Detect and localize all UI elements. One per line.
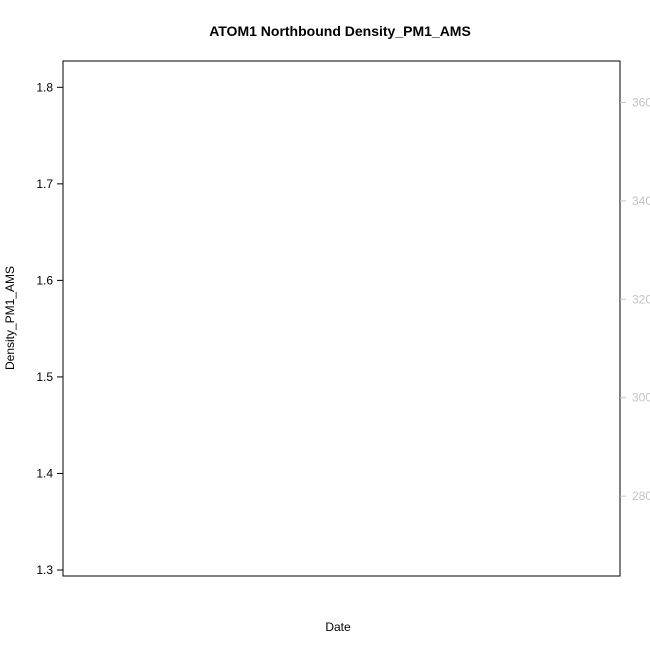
y2-tick-label: 360 <box>632 95 650 109</box>
y-tick-label: 1.4 <box>36 466 53 480</box>
plot-frame <box>62 60 621 577</box>
y2-tick-label: 300 <box>632 391 650 405</box>
y-tick-label: 1.8 <box>36 80 53 94</box>
y2-tick-label: 280 <box>632 489 650 503</box>
y-axis-left: 1.3 1.4 1.5 1.6 1.7 1.8 <box>36 80 63 577</box>
y-axis-label: Density_PM1_AMS <box>3 266 17 370</box>
y-tick-label: 1.5 <box>36 370 53 384</box>
x-axis-label: Date <box>325 620 351 634</box>
chart-title: ATOM1 Northbound Density_PM1_AMS <box>209 23 471 39</box>
y-tick-label: 1.7 <box>36 177 53 191</box>
y2-tick-label: 340 <box>632 194 650 208</box>
y2-tick-label: 320 <box>632 292 650 306</box>
y-tick-label: 1.3 <box>36 563 53 577</box>
y-tick-label: 1.6 <box>36 273 53 287</box>
y-axis-right: 280 300 320 340 360 <box>620 95 650 503</box>
